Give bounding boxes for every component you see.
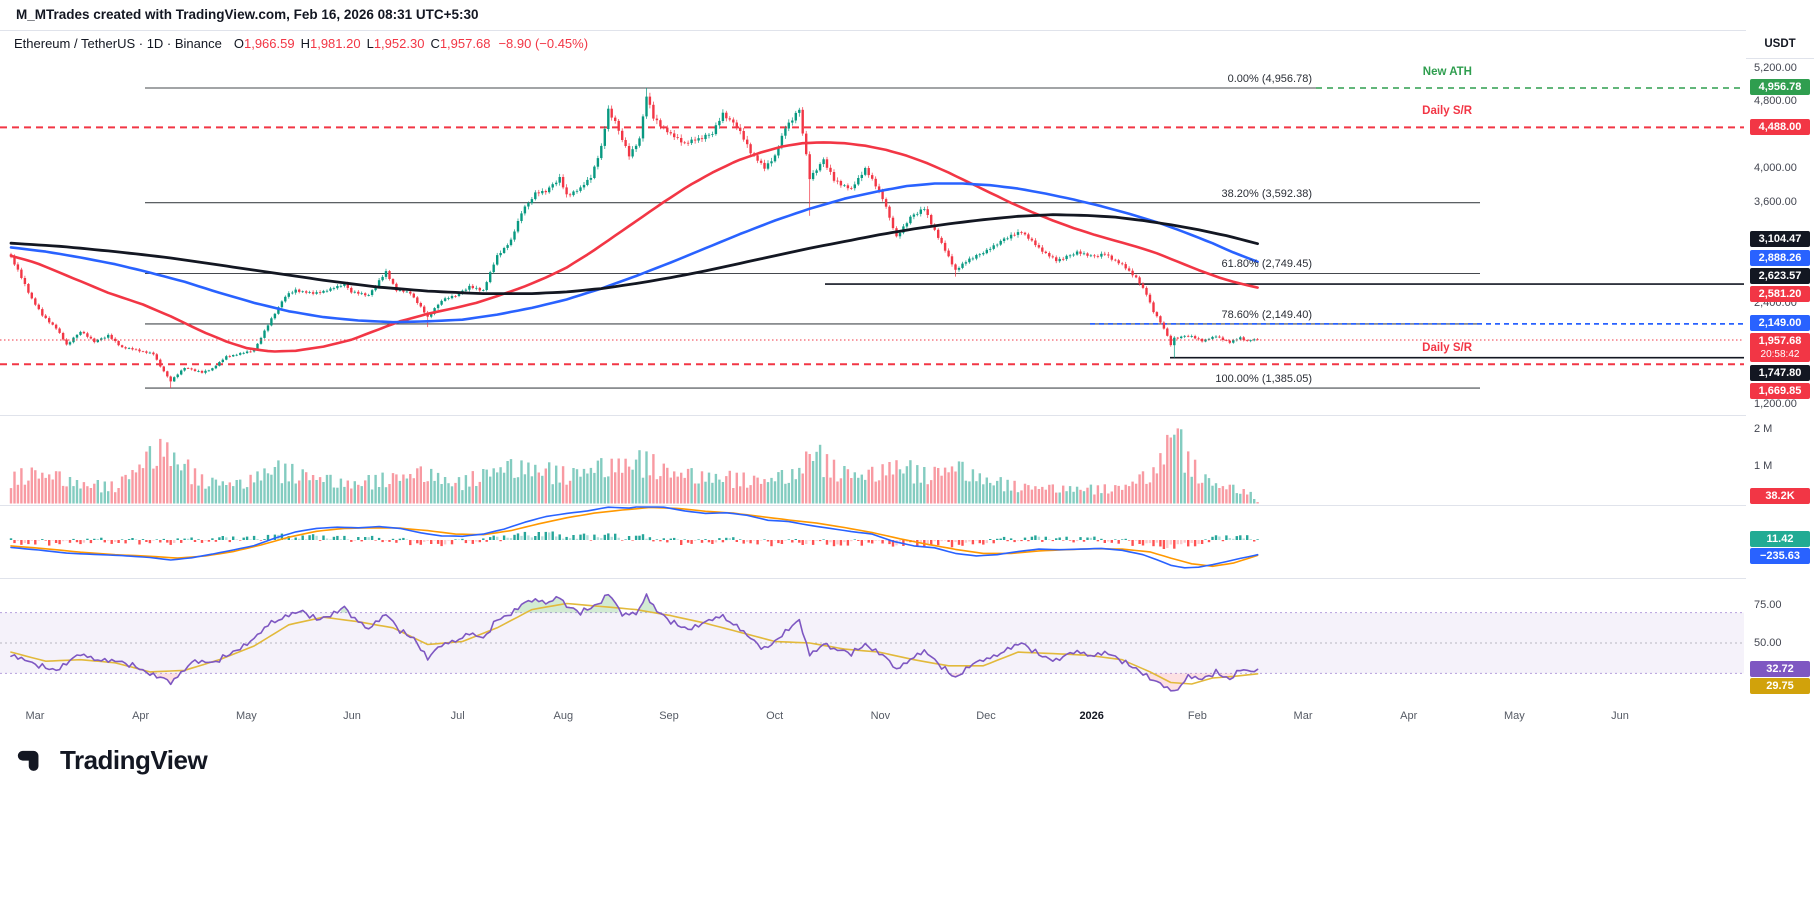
time-axis-label: Oct: [766, 710, 784, 722]
time-axis-label: Jul: [450, 710, 465, 722]
price-axis[interactable]: USDT 5,200.00 4,800.00 4,000.00 3,600.00 2,4…: [1746, 0, 1814, 731]
time-axis-label: Sep: [659, 710, 679, 722]
divider: [0, 30, 1814, 31]
macd-value-badge: −235.63: [1750, 548, 1810, 564]
time-axis-label: Aug: [553, 710, 574, 722]
attribution-text: M_MTrades created with TradingView.com, …: [16, 7, 479, 22]
tradingview-logo-text: TradingView: [60, 744, 208, 775]
price-level-badge: 1,669.85: [1750, 383, 1810, 399]
time-axis-label: Jun: [1611, 710, 1629, 722]
rsi-value-badge: 29.75: [1750, 678, 1810, 694]
pane-divider-macd[interactable]: [0, 505, 1814, 506]
currency-label: USDT: [1746, 30, 1814, 59]
time-axis[interactable]: Mar Apr May Jun Jul Aug Sep Oct Nov Dec 2026 Feb Mar…: [0, 702, 1746, 731]
price-axis-tick: 75.00: [1754, 599, 1782, 611]
price-axis-tick: 2 M: [1754, 423, 1773, 435]
time-axis-label: Apr: [1400, 710, 1418, 722]
price-level-badge: 2,888.26: [1750, 250, 1810, 266]
price-axis-tick: 5,200.00: [1754, 62, 1797, 74]
price-axis-tick: 50.00: [1754, 637, 1782, 649]
chart-canvas[interactable]: [0, 0, 1746, 731]
price-axis-tick: 4,000.00: [1754, 162, 1797, 174]
tradingview-logo[interactable]: TradingView: [16, 743, 208, 777]
last-price-badge: 1,957.68 20:58:42: [1750, 333, 1810, 362]
time-axis-label: Jun: [343, 710, 361, 722]
footer: TradingView: [0, 731, 1814, 915]
price-level-badge: 2,581.20: [1750, 286, 1810, 302]
price-axis-tick: 4,800.00: [1754, 95, 1797, 107]
price-level-badge: 4,488.00: [1750, 119, 1810, 135]
time-axis-label: May: [235, 710, 257, 722]
time-axis-label: 2026: [1079, 710, 1104, 722]
time-axis-label: Nov: [870, 710, 891, 722]
volume-value-badge: 38.2K: [1750, 488, 1810, 504]
time-axis-label: Mar: [1293, 710, 1313, 722]
pane-divider-volume[interactable]: [0, 415, 1814, 416]
macd-value-badge: 11.42: [1750, 531, 1810, 547]
price-level-badge: 2,149.00: [1750, 315, 1810, 331]
price-axis-tick: 3,600.00: [1754, 196, 1797, 208]
time-axis-label: Dec: [976, 710, 996, 722]
price-level-badge: 3,104.47: [1750, 231, 1810, 247]
price-axis-tick: 1 M: [1754, 460, 1773, 472]
pane-divider-rsi[interactable]: [0, 578, 1814, 579]
price-level-badge: 2,623.57: [1750, 268, 1810, 284]
price-level-badge: 4,956.78: [1750, 79, 1810, 95]
price-axis-tick: 1,200.00: [1754, 398, 1797, 410]
rsi-value-badge: 32.72: [1750, 661, 1810, 677]
tradingview-logo-icon: [17, 750, 39, 771]
time-axis-label: Mar: [25, 710, 45, 722]
time-axis-label: Apr: [132, 710, 150, 722]
time-axis-label: Feb: [1187, 710, 1207, 722]
price-level-badge: 1,747.80: [1750, 365, 1810, 381]
time-axis-label: May: [1503, 710, 1525, 722]
